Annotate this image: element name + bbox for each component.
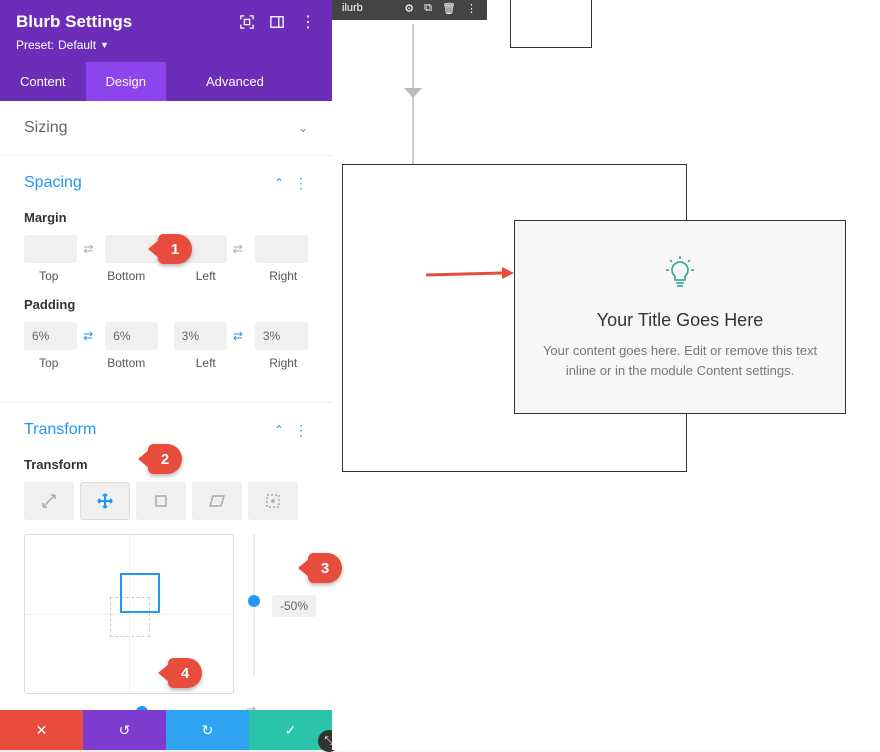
module-toolbar: ilurb ⚙ ⧉ 🗑 ⋮ [332, 0, 487, 20]
panel-footer: ✕ ↺ ↻ ✓ [0, 710, 332, 750]
tabs: Content Design Advanced [0, 62, 332, 101]
padding-bottom-input[interactable] [105, 322, 158, 350]
trash-icon[interactable]: 🗑 [442, 2, 456, 15]
preset-label: Preset: [16, 38, 54, 52]
link-icon[interactable]: ⇄ [246, 704, 256, 710]
padding-left-input[interactable] [174, 322, 227, 350]
gear-icon[interactable]: ⚙ [404, 2, 414, 15]
blurb-module[interactable]: Your Title Goes Here Your content goes h… [514, 220, 846, 414]
transform-y-slider[interactable]: -50% [242, 534, 266, 694]
margin-top-input[interactable] [24, 235, 77, 263]
link-icon[interactable]: ⇄ [233, 242, 249, 256]
section-spacing-header[interactable]: Spacing ⌃ ⋮ [0, 156, 332, 210]
section-sizing: Sizing ⌄ [0, 101, 332, 156]
cancel-button[interactable]: ✕ [0, 710, 83, 750]
undo-button[interactable]: ↺ [83, 710, 166, 750]
chevron-down-icon: ▼ [100, 40, 109, 50]
chevron-down-icon: ⌄ [298, 121, 308, 135]
label-top: Top [24, 356, 74, 370]
label-bottom: Bottom [102, 269, 152, 283]
preset-selector[interactable]: Preset: Default ▼ [16, 32, 316, 62]
label-right: Right [259, 356, 309, 370]
padding-label: Padding [24, 297, 308, 312]
settings-panel: Blurb Settings ⋮ Preset: Default ▼ Conte… [0, 0, 332, 750]
copy-icon[interactable]: ⧉ [424, 2, 432, 15]
connector-arrow-icon [404, 88, 422, 98]
margin-label: Margin [24, 210, 308, 225]
link-icon[interactable]: ⇄ [83, 242, 99, 256]
panel-title: Blurb Settings [16, 12, 132, 32]
section-transform-title: Transform [24, 421, 96, 439]
transform-translate-tab[interactable] [80, 482, 130, 520]
label-right: Right [259, 269, 309, 283]
card-title: Your Title Goes Here [597, 310, 763, 331]
link-icon[interactable]: ⇄ [233, 329, 249, 343]
margin-right-input[interactable] [255, 235, 308, 263]
section-sizing-title: Sizing [24, 119, 68, 137]
module-preview-top[interactable] [510, 0, 592, 48]
more-icon[interactable]: ⋮ [294, 422, 308, 439]
annotation-marker-2: 2 [148, 444, 182, 474]
preset-value: Default [58, 38, 96, 52]
transform-skew-tab[interactable] [192, 482, 242, 520]
section-spacing: Spacing ⌃ ⋮ Margin ⇄ ⇄ Top Bottom [0, 156, 332, 403]
chevron-up-icon: ⌃ [274, 176, 284, 190]
more-icon[interactable]: ⋮ [294, 175, 308, 192]
transform-rotate-tab[interactable] [136, 482, 186, 520]
panel-body: Sizing ⌄ Spacing ⌃ ⋮ Margin ⇄ ⇄ [0, 101, 332, 710]
lightbulb-icon [659, 254, 701, 296]
more-icon[interactable]: ⋮ [466, 2, 477, 15]
chevron-up-icon: ⌃ [274, 423, 284, 437]
focus-icon[interactable] [240, 15, 254, 29]
canvas: ilurb ⚙ ⧉ 🗑 ⋮ Your Title Goes Here Your … [332, 0, 880, 750]
annotation-marker-4: 4 [168, 658, 202, 688]
label-top: Top [24, 269, 74, 283]
transform-y-value: -50% [272, 595, 316, 617]
panel-header: Blurb Settings ⋮ Preset: Default ▼ [0, 0, 332, 62]
redo-button[interactable]: ↻ [166, 710, 249, 750]
dock-icon[interactable] [270, 15, 284, 29]
padding-top-input[interactable] [24, 322, 77, 350]
transform-position-indicator[interactable] [120, 573, 160, 613]
section-sizing-header[interactable]: Sizing ⌄ [0, 101, 332, 155]
more-icon[interactable]: ⋮ [300, 12, 316, 32]
annotation-arrow-icon [424, 265, 514, 285]
transform-scale-tab[interactable] [24, 482, 74, 520]
card-text: Your content goes here. Edit or remove t… [535, 341, 825, 380]
slider-thumb[interactable] [136, 706, 148, 710]
label-bottom: Bottom [102, 356, 152, 370]
slider-thumb[interactable] [248, 595, 260, 607]
label-left: Left [181, 356, 231, 370]
annotation-marker-1: 1 [158, 234, 192, 264]
label-left: Left [181, 269, 231, 283]
section-spacing-title: Spacing [24, 174, 82, 192]
transform-x-slider[interactable]: ⇄ [24, 700, 234, 710]
transform-origin-tab[interactable] [248, 482, 298, 520]
module-label: ilurb [342, 2, 363, 14]
padding-right-input[interactable] [255, 322, 308, 350]
annotation-marker-3: 3 [308, 553, 342, 583]
tab-content[interactable]: Content [0, 62, 86, 101]
transform-pad[interactable] [24, 534, 234, 694]
link-icon[interactable]: ⇄ [83, 329, 99, 343]
tab-advanced[interactable]: Advanced [186, 62, 284, 101]
tab-design[interactable]: Design [86, 62, 166, 101]
